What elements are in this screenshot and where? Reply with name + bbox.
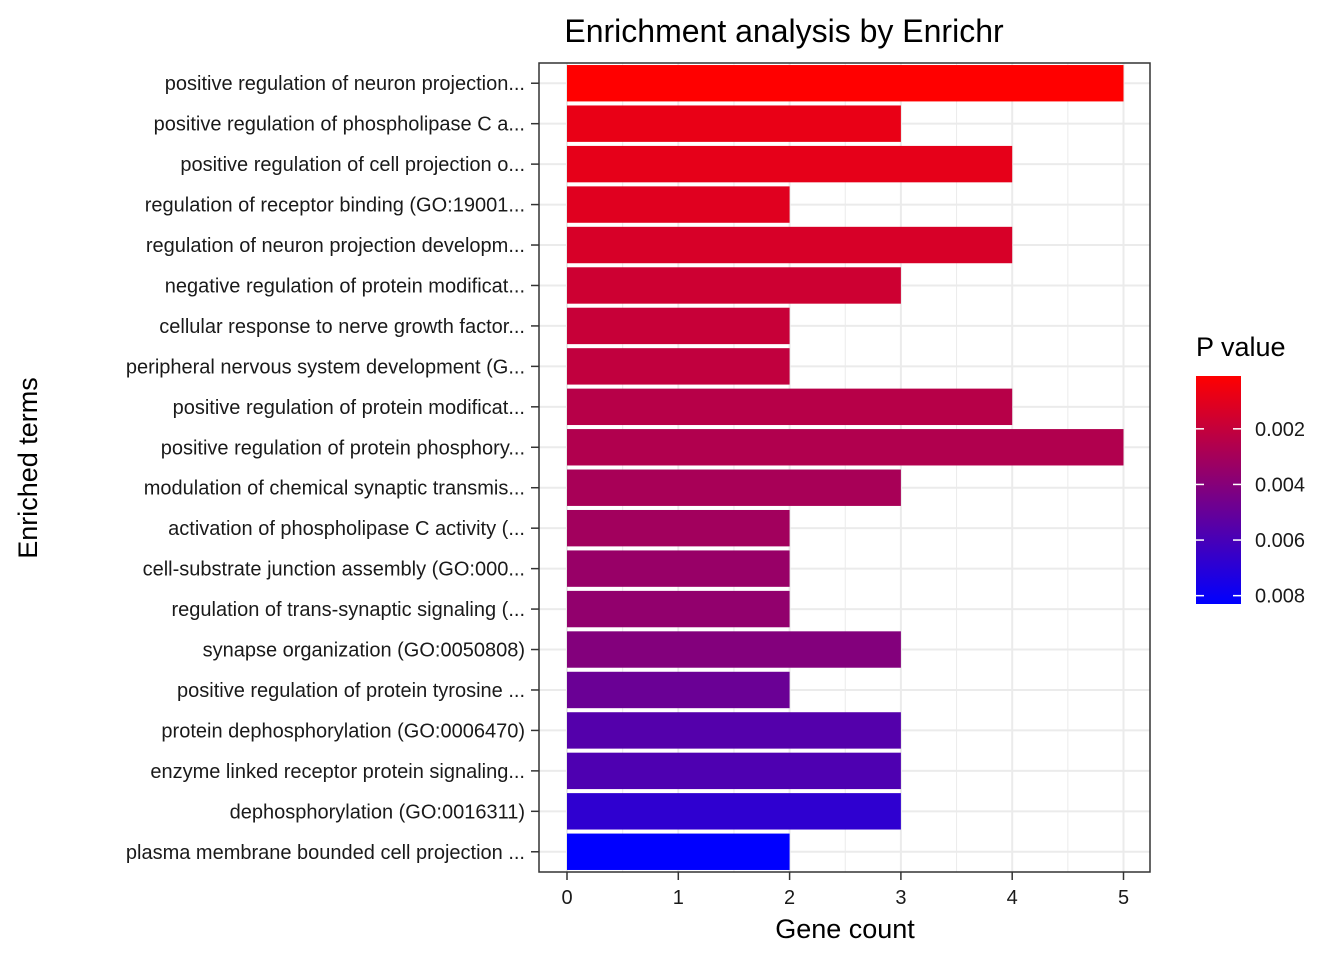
bar bbox=[567, 509, 790, 547]
bar bbox=[567, 307, 790, 345]
x-tick-label: 1 bbox=[673, 887, 684, 909]
bar bbox=[567, 348, 790, 385]
y-tick-label: positive regulation of phospholipase C a… bbox=[154, 114, 525, 136]
y-tick-label: positive regulation of protein modificat… bbox=[173, 397, 525, 419]
legend-tick-label: 0.006 bbox=[1255, 530, 1305, 552]
y-tick-label: cell-substrate junction assembly (GO:000… bbox=[143, 559, 525, 581]
x-tick-label: 5 bbox=[1118, 887, 1129, 909]
y-tick-label: dephosphorylation (GO:0016311) bbox=[230, 801, 525, 823]
bar bbox=[567, 226, 1013, 264]
chart-title: Enrichment analysis by Enrichr bbox=[564, 13, 1004, 49]
bar bbox=[567, 65, 1124, 102]
y-tick-label: enzyme linked receptor protein signaling… bbox=[150, 761, 525, 783]
legend-tick-label: 0.002 bbox=[1255, 419, 1305, 441]
y-tick-label: synapse organization (GO:0050808) bbox=[203, 640, 525, 662]
y-axis-ticks: positive regulation of neuron projection… bbox=[126, 73, 539, 864]
bar bbox=[567, 712, 901, 749]
legend-title: P value bbox=[1196, 332, 1286, 362]
bar bbox=[567, 793, 901, 830]
bar bbox=[567, 429, 1124, 466]
x-tick-label: 0 bbox=[561, 887, 572, 909]
y-tick-label: modulation of chemical synaptic transmis… bbox=[144, 478, 525, 500]
y-tick-label: positive regulation of neuron projection… bbox=[165, 73, 525, 95]
legend-tick-label: 0.008 bbox=[1255, 586, 1305, 608]
bar bbox=[567, 671, 790, 709]
bar bbox=[567, 145, 1013, 183]
y-axis-title: Enriched terms bbox=[13, 377, 43, 559]
y-tick-label: positive regulation of protein phosphory… bbox=[161, 437, 525, 459]
plot-panel bbox=[538, 62, 1151, 873]
y-tick-label: plasma membrane bounded cell projection … bbox=[126, 842, 525, 864]
y-tick-label: regulation of trans-synaptic signaling (… bbox=[171, 599, 525, 621]
y-tick-label: positive regulation of cell projection o… bbox=[180, 154, 525, 176]
panel-border bbox=[538, 62, 1151, 873]
x-tick-label: 4 bbox=[1007, 887, 1018, 909]
bar bbox=[567, 186, 790, 223]
bar bbox=[567, 550, 790, 587]
x-axis-title: Gene count bbox=[775, 914, 915, 944]
bar bbox=[567, 469, 901, 506]
x-axis-ticks: 0 1 2 3 4 5 bbox=[561, 872, 1129, 909]
y-tick-label: peripheral nervous system development (G… bbox=[126, 356, 525, 378]
y-tick-label: regulation of neuron projection developm… bbox=[146, 235, 525, 257]
bar bbox=[567, 752, 901, 790]
panel-background bbox=[539, 63, 1150, 872]
x-tick-label: 2 bbox=[784, 887, 795, 909]
y-tick-label: regulation of receptor binding (GO:19001… bbox=[145, 195, 525, 217]
bar bbox=[567, 590, 790, 628]
bar bbox=[567, 267, 901, 304]
x-tick-label: 3 bbox=[895, 887, 906, 909]
legend-colorbar bbox=[1196, 376, 1241, 604]
y-tick-label: positive regulation of protein tyrosine … bbox=[177, 680, 525, 702]
y-tick-label: negative regulation of protein modificat… bbox=[165, 275, 525, 297]
y-tick-label: cellular response to nerve growth factor… bbox=[159, 316, 525, 338]
y-tick-label: protein dephosphorylation (GO:0006470) bbox=[161, 720, 525, 742]
bar bbox=[567, 631, 901, 668]
p-value-legend: P value 0.002 0.004 0.006 0.008 bbox=[1196, 332, 1305, 608]
bar bbox=[567, 105, 901, 142]
bar bbox=[567, 833, 790, 870]
legend-tick-label: 0.004 bbox=[1255, 474, 1305, 496]
y-tick-label: activation of phospholipase C activity (… bbox=[168, 518, 525, 540]
legend-ticks: 0.002 0.004 0.006 0.008 bbox=[1196, 419, 1305, 608]
bar bbox=[567, 388, 1013, 426]
